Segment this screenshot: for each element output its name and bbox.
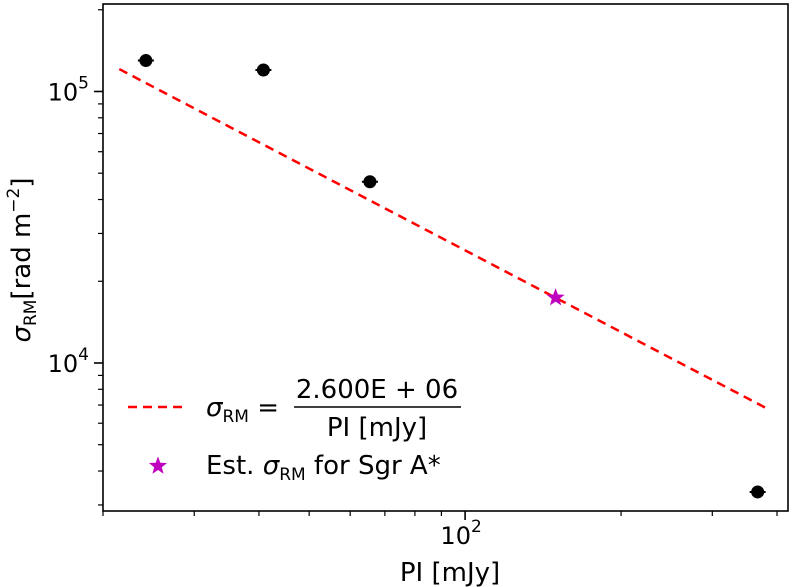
axes-frame — [102, 3, 789, 512]
axis-ticks: 104 105 102 — [48, 9, 778, 550]
y-axis-label-sub: RM — [21, 300, 41, 326]
y-axis-label: σRM[rad m−2] — [4, 177, 41, 342]
y-axis-label-symbol: σ — [7, 325, 37, 343]
legend-fit-numerator: 2.600E + 06 — [296, 375, 458, 405]
y-axis-label-exp: −2 — [4, 188, 24, 213]
legend-fit-lhs: σRM = — [206, 393, 279, 427]
fit-line — [118, 67, 770, 411]
legend-fit-denominator: PI [mJy] — [327, 413, 427, 443]
legend-estimate-swatch — [148, 456, 168, 474]
x-axis-label: PI [mJy] — [400, 558, 500, 587]
data-point-1 — [256, 63, 270, 77]
data-point-0 — [139, 54, 153, 68]
legend: σRM = 2.600E + 06 PI [mJy] Est. σRM for … — [128, 375, 461, 485]
data-point-2 — [363, 175, 377, 189]
data-points — [137, 54, 766, 499]
legend-estimate-label: Est. σRM for Sgr A* — [206, 451, 441, 485]
y-axis-label-close: ] — [7, 177, 37, 187]
y-tick-label-0: 104 — [48, 345, 89, 378]
x-tick-label-0: 102 — [440, 517, 481, 550]
plot-frame — [102, 3, 789, 512]
fit-line-layer — [118, 67, 770, 411]
estimate-star — [546, 288, 565, 306]
y-axis-label-units: [rad m — [7, 213, 37, 300]
y-tick-label-1: 105 — [48, 73, 89, 106]
data-point-3 — [751, 485, 765, 499]
